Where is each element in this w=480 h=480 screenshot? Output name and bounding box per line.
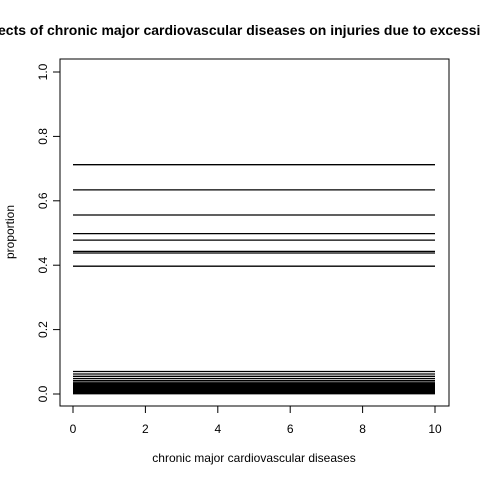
x-tick-label: 4 bbox=[214, 422, 221, 436]
plot-frame bbox=[59, 58, 450, 407]
series-layer bbox=[73, 164, 435, 395]
y-tick-label: 0.4 bbox=[36, 257, 50, 274]
y-tick-label: 0.6 bbox=[36, 192, 50, 209]
y-tick-label: 0.0 bbox=[36, 385, 50, 402]
x-axis: 0 2 4 6 8 10 bbox=[70, 405, 442, 436]
x-tick-label: 6 bbox=[287, 422, 294, 436]
x-tick-label: 8 bbox=[359, 422, 366, 436]
y-axis: 0.0 0.2 0.4 0.6 0.8 1.0 bbox=[36, 63, 61, 402]
chart-title: Effects of chronic major cardiovascular … bbox=[0, 22, 480, 38]
x-tick-label: 0 bbox=[70, 422, 77, 436]
y-tick-label: 1.0 bbox=[36, 63, 50, 80]
y-tick-label: 0.8 bbox=[36, 128, 50, 145]
x-tick-label: 2 bbox=[142, 422, 149, 436]
x-tick-label: 10 bbox=[428, 422, 442, 436]
x-axis-label: chronic major cardiovascular diseases bbox=[152, 451, 355, 465]
y-axis-label: proportion bbox=[3, 205, 17, 259]
y-tick-label: 0.2 bbox=[36, 321, 50, 338]
